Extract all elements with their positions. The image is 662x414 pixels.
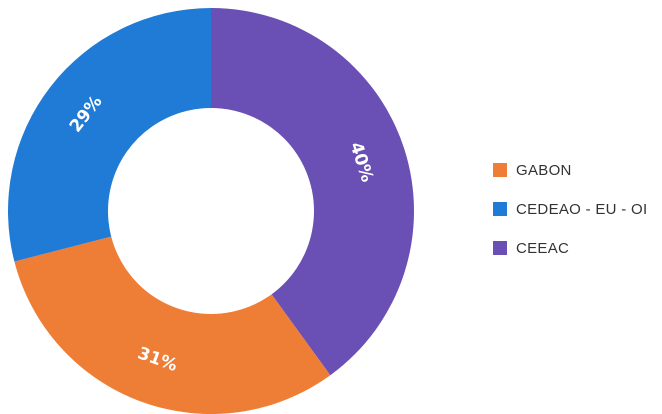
legend-item-ceeac: CEEAC: [493, 238, 647, 258]
slice-gabon: [14, 211, 331, 414]
legend-label-cedeao-eu-oi: CEDEAO - EU - OI: [516, 200, 648, 218]
legend-label-ceeac: CEEAC: [516, 239, 570, 257]
legend-swatch-gabon: [493, 163, 507, 177]
legend-swatch-cedeao-eu-oi: [493, 202, 507, 216]
legend-item-gabon: GABON: [493, 160, 647, 180]
legend-swatch-ceeac: [493, 241, 507, 255]
legend-label-gabon: GABON: [516, 161, 572, 179]
slice-labels: 40%31%29%: [66, 92, 377, 376]
legend-item-cedeao-eu-oi: CEDEAO - EU - OI: [493, 199, 647, 219]
chart-legend: GABON CEDEAO - EU - OI CEEAC: [493, 160, 647, 277]
donut-hole: [108, 108, 314, 314]
slice-ceeac: [211, 8, 414, 376]
